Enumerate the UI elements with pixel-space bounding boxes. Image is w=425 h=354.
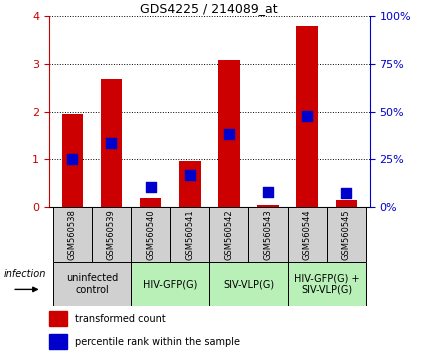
Bar [53,207,92,262]
Text: GSM560538: GSM560538 [68,209,77,260]
Bar [131,207,170,262]
Point [343,190,350,195]
Bar [92,207,131,262]
Bar [140,198,162,207]
Text: HIV-GFP(G): HIV-GFP(G) [143,279,197,289]
Bar [327,207,366,262]
Bar [209,207,249,262]
Bar [288,262,366,306]
Text: GSM560539: GSM560539 [107,209,116,260]
Point [147,184,154,189]
Text: uninfected
control: uninfected control [66,273,118,295]
Bar [62,114,83,207]
Bar [288,207,327,262]
Point [226,132,232,137]
Text: GSM560541: GSM560541 [185,209,194,260]
Bar [296,27,318,207]
Bar [179,161,201,207]
Text: HIV-GFP(G) +
SIV-VLP(G): HIV-GFP(G) + SIV-VLP(G) [294,273,360,295]
Bar [209,262,288,306]
Text: percentile rank within the sample: percentile rank within the sample [74,337,240,347]
Text: GSM560540: GSM560540 [146,209,155,260]
Bar [49,334,67,349]
Point [265,189,272,195]
Bar [257,205,279,207]
Text: GSM560545: GSM560545 [342,209,351,260]
Point [108,140,115,145]
Text: GSM560543: GSM560543 [264,209,272,260]
Bar [335,200,357,207]
Text: SIV-VLP(G): SIV-VLP(G) [223,279,274,289]
Point [186,172,193,177]
Bar [218,61,240,207]
Bar [131,262,209,306]
Text: transformed count: transformed count [74,314,165,324]
Bar [53,262,131,306]
Bar [249,207,288,262]
Text: GSM560542: GSM560542 [224,209,233,260]
Point [304,113,311,119]
Title: GDS4225 / 214089_at: GDS4225 / 214089_at [141,2,278,15]
Text: infection: infection [4,269,46,279]
Bar [170,207,209,262]
Bar [49,311,67,326]
Bar [101,79,122,207]
Point [69,156,76,162]
Text: GSM560544: GSM560544 [303,209,312,260]
